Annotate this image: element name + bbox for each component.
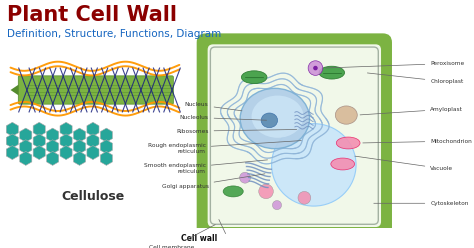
Text: Cytoskeleton: Cytoskeleton bbox=[374, 201, 469, 206]
Polygon shape bbox=[10, 79, 27, 101]
Ellipse shape bbox=[319, 66, 345, 79]
Text: Plant Cell Wall: Plant Cell Wall bbox=[7, 5, 177, 25]
Text: Amyloplast: Amyloplast bbox=[360, 107, 463, 115]
Text: Ribosomes: Ribosomes bbox=[176, 129, 297, 134]
Text: Smooth endoplasmic
reticulum: Smooth endoplasmic reticulum bbox=[144, 160, 267, 174]
Circle shape bbox=[313, 66, 318, 70]
Polygon shape bbox=[60, 122, 72, 136]
Text: Mitochondrion: Mitochondrion bbox=[363, 139, 472, 144]
Polygon shape bbox=[100, 128, 112, 142]
Polygon shape bbox=[6, 134, 18, 148]
Polygon shape bbox=[87, 122, 99, 136]
Text: Golgi apparatus: Golgi apparatus bbox=[162, 174, 265, 189]
Polygon shape bbox=[100, 140, 112, 154]
Polygon shape bbox=[73, 140, 86, 154]
Ellipse shape bbox=[336, 106, 357, 124]
Ellipse shape bbox=[261, 113, 278, 128]
Polygon shape bbox=[6, 146, 18, 159]
Ellipse shape bbox=[223, 186, 243, 197]
Polygon shape bbox=[73, 152, 86, 165]
Polygon shape bbox=[33, 146, 45, 159]
FancyBboxPatch shape bbox=[197, 33, 392, 238]
Polygon shape bbox=[33, 122, 45, 136]
Text: Vacuole: Vacuole bbox=[355, 156, 454, 171]
Text: Chloroplast: Chloroplast bbox=[367, 73, 464, 84]
Polygon shape bbox=[73, 128, 86, 142]
Text: Cellulose: Cellulose bbox=[61, 190, 124, 204]
Text: Definition, Structure, Functions, Diagram: Definition, Structure, Functions, Diagra… bbox=[7, 29, 221, 39]
Circle shape bbox=[239, 172, 251, 183]
Text: Nucleolus: Nucleolus bbox=[180, 115, 266, 120]
Polygon shape bbox=[20, 140, 32, 154]
Ellipse shape bbox=[272, 124, 356, 206]
Polygon shape bbox=[60, 134, 72, 148]
Polygon shape bbox=[20, 152, 32, 165]
Text: Rough endoplasmic
reticulum: Rough endoplasmic reticulum bbox=[148, 141, 301, 154]
FancyBboxPatch shape bbox=[208, 44, 381, 227]
Polygon shape bbox=[46, 140, 59, 154]
Polygon shape bbox=[46, 152, 59, 165]
Polygon shape bbox=[87, 146, 99, 159]
FancyBboxPatch shape bbox=[18, 76, 173, 104]
Polygon shape bbox=[100, 152, 112, 165]
Polygon shape bbox=[33, 134, 45, 148]
Text: Peroxisome: Peroxisome bbox=[326, 61, 465, 68]
Ellipse shape bbox=[240, 88, 310, 149]
Ellipse shape bbox=[241, 71, 267, 84]
Circle shape bbox=[273, 201, 282, 210]
Ellipse shape bbox=[337, 137, 360, 149]
Polygon shape bbox=[6, 122, 18, 136]
Polygon shape bbox=[20, 128, 32, 142]
Text: Cell membrane: Cell membrane bbox=[149, 225, 215, 248]
Polygon shape bbox=[46, 128, 59, 142]
Polygon shape bbox=[87, 134, 99, 148]
Circle shape bbox=[259, 184, 273, 199]
Text: Cell wall: Cell wall bbox=[181, 234, 218, 243]
Polygon shape bbox=[60, 146, 72, 159]
Circle shape bbox=[308, 61, 323, 75]
Ellipse shape bbox=[331, 158, 355, 170]
Ellipse shape bbox=[252, 95, 303, 138]
Text: Nucleus: Nucleus bbox=[185, 102, 242, 111]
Circle shape bbox=[298, 191, 311, 204]
